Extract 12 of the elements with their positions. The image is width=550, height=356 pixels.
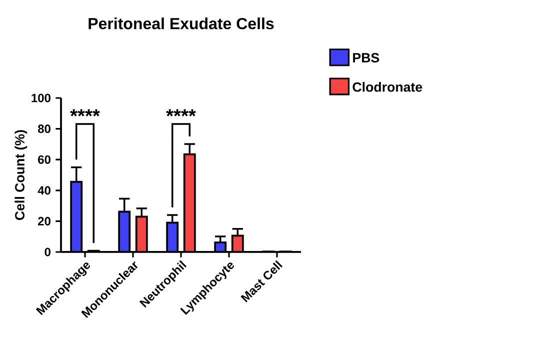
legend-label: Clodronate (352, 82, 422, 92)
y-tick-label: 20 (38, 216, 50, 226)
legend-label: PBS (353, 53, 380, 62)
y-axis-title: Cell Count (%) (14, 130, 28, 220)
y-tick-label: 60 (38, 155, 50, 164)
annotation: **** (166, 109, 196, 116)
annotation: **** (70, 109, 100, 116)
chart-title: Peritoneal Exudate Cells (88, 18, 274, 30)
y-tick-label: 80 (38, 124, 50, 134)
y-tick-label: 0 (44, 248, 50, 256)
y-tick-label: 40 (38, 186, 50, 195)
y-tick-label: 100 (32, 94, 50, 102)
